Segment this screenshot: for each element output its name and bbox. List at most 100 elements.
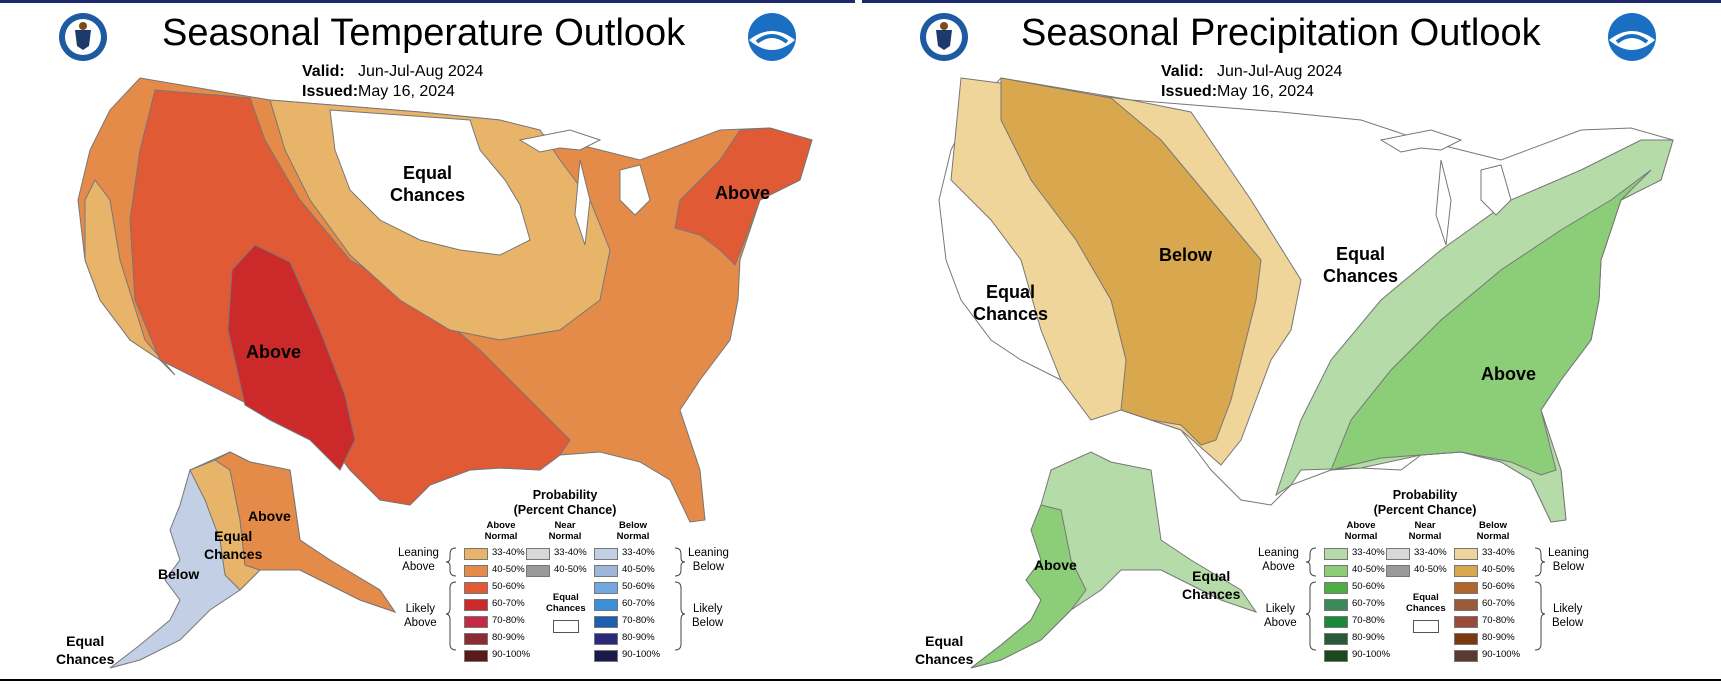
legend-col-below: Below Normal [616,520,650,542]
legend-swatch-above-3 [464,582,488,594]
legend-range-below-4: 60-70% [622,598,655,609]
temp-valid: Valid: Jun-Jul-Aug 2024 [302,63,484,80]
legend-swatch-below-6 [594,633,618,645]
legend-swatch-above-1 [464,548,488,560]
temp-dark-red-core [227,244,356,471]
legend-range-below-4: 60-70% [1482,598,1515,609]
legend-likely-above: Likely Above [404,603,437,629]
legend-range-above-2: 40-50% [1352,564,1385,575]
legend-range-above-7: 90-100% [492,649,531,660]
temp-alaska-orange [214,451,397,613]
legend-swatch-above-3 [1324,582,1348,594]
legend-swatch-below-3 [1454,582,1478,594]
temp-great-lakes [518,129,651,246]
doc-seal-icon [919,12,969,62]
precip-title: Seasonal Precipitation Outlook [1021,12,1541,54]
precip-east-green [1330,169,1652,476]
precip-label-hawaii-equal: Equal Chances [915,633,974,667]
top-border-left [0,0,855,3]
legend-swatch-above-4 [464,599,488,611]
temp-label-above-ne: Above [715,183,771,203]
legend-swatch-below-7 [1454,650,1478,662]
legend-col-below: Below Normal [1476,520,1510,542]
legend-range-below-5: 70-80% [1482,615,1515,626]
legend-range-above-5: 70-80% [492,615,525,626]
legend-swatch-near-1 [1386,548,1410,560]
legend-range-above-6: 80-90% [492,632,525,643]
legend-swatch-near-2 [1386,565,1410,577]
legend-swatch-above-1 [1324,548,1348,560]
precipitation-map [938,77,1674,669]
legend-col-near: Near Normal [1408,520,1442,542]
legend-swatch-above-4 [1324,599,1348,611]
legend-range-below-6: 80-90% [1482,632,1515,643]
legend-title: Probability (Percent Chance) [513,488,617,517]
legend-col-above: Above Normal [1344,520,1378,542]
temp-label-alaska-equal: Equal Chances [204,528,263,562]
legend-braces [1305,547,1546,651]
temp-northeast-red [674,127,813,266]
legend-range-above-6: 80-90% [1352,632,1385,643]
legend-leaning-below: Leaning Below [688,547,729,573]
doc-seal-icon [58,12,108,62]
precip-label-alaska-equal: Equal Chances [1182,568,1241,602]
legend-range-near-1: 33-40% [554,547,587,558]
legend-col-above: Above Normal [484,520,518,542]
legend-range-above-1: 33-40% [1352,547,1385,558]
precip-label-above-se: Above [1481,364,1537,384]
legend-range-below-1: 33-40% [1482,547,1515,558]
legend-swatch-above-7 [464,650,488,662]
precip-great-lakes [1379,129,1512,246]
legend-leaning-above: Leaning Above [398,547,439,573]
legend-swatch-below-4 [1454,599,1478,611]
noaa-logo-icon [747,12,797,62]
legend-likely-below: Likely Below [692,603,724,629]
legend-swatch-below-1 [1454,548,1478,560]
legend-range-above-4: 60-70% [1352,598,1385,609]
legend-swatch-below-5 [1454,616,1478,628]
temperature-outlook-panel: Seasonal Temperature Outlook Valid: Jun-J… [0,0,860,680]
legend-swatch-above-5 [1324,616,1348,628]
legend-swatch-below-2 [594,565,618,577]
legend-range-below-5: 70-80% [622,615,655,626]
legend-range-below-7: 90-100% [1482,649,1521,660]
temp-legend: Probability (Percent Chance) Above Normal… [398,488,738,668]
legend-title: Probability (Percent Chance) [1373,488,1477,517]
temp-red-band [129,89,571,506]
top-border-right [862,0,1721,3]
legend-likely-above: Likely Above [1264,603,1297,629]
legend-equal-chances-swatch [1413,620,1439,633]
legend-range-below-6: 80-90% [622,632,655,643]
legend-range-below-2: 40-50% [622,564,655,575]
precip-issued: Issued:May 16, 2024 [1161,83,1314,100]
legend-range-near-2: 40-50% [1414,564,1447,575]
temp-equal-chances-area [329,109,531,256]
temp-issued: Issued:May 16, 2024 [302,83,455,100]
legend-range-near-1: 33-40% [1414,547,1447,558]
temp-label-alaska-below: Below [158,566,200,582]
precip-legend: Probability (Percent Chance) Above Normal… [1258,488,1598,668]
precip-west-dark-tan [1000,77,1262,446]
legend-range-above-5: 70-80% [1352,615,1385,626]
precip-label-alaska-above: Above [1034,557,1077,573]
legend-swatch-below-2 [1454,565,1478,577]
temperature-map [77,77,813,669]
noaa-logo-icon [1607,12,1657,62]
legend-range-below-1: 33-40% [622,547,655,558]
legend-range-near-2: 40-50% [554,564,587,575]
legend-braces [445,547,686,651]
legend-range-above-7: 90-100% [1352,649,1391,660]
legend-swatch-near-2 [526,565,550,577]
legend-range-below-7: 90-100% [622,649,661,660]
legend-likely-below: Likely Below [1552,603,1584,629]
legend-col-near: Near Normal [548,520,582,542]
precip-label-below: Below [1159,245,1213,265]
legend-swatch-above-2 [1324,565,1348,577]
legend-swatch-above-6 [1324,633,1348,645]
temp-label-equal-chances: Equal Chances [390,163,466,205]
legend-range-below-2: 40-50% [1482,564,1515,575]
legend-swatch-above-7 [1324,650,1348,662]
temp-label-hawaii-equal: Equal Chances [56,633,115,667]
legend-equal-chances: Equal Chances [1406,592,1446,614]
temp-west-coast-band [84,179,176,376]
